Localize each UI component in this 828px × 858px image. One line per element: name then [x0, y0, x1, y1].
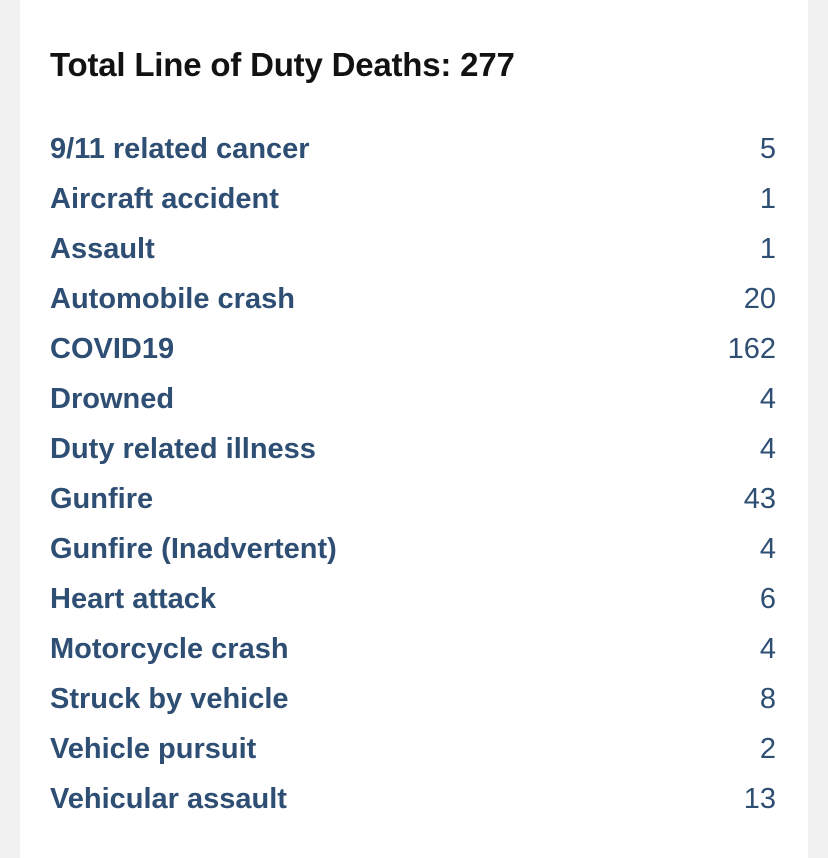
cause-row-duty-related-illness[interactable]: Duty related illness 4 — [50, 424, 776, 474]
cause-row-911-related-cancer[interactable]: 9/11 related cancer 5 — [50, 124, 776, 174]
cause-count: 13 — [743, 782, 776, 815]
cause-row-vehicle-pursuit[interactable]: Vehicle pursuit 2 — [50, 724, 776, 774]
cause-count: 20 — [743, 282, 776, 315]
cause-count: 1 — [759, 182, 776, 215]
cause-row-assault[interactable]: Assault 1 — [50, 224, 776, 274]
cause-count: 162 — [727, 332, 776, 365]
cause-count: 1 — [759, 232, 776, 265]
cause-count: 4 — [759, 382, 776, 415]
cause-row-drowned[interactable]: Drowned 4 — [50, 374, 776, 424]
cause-count: 43 — [743, 482, 776, 515]
cause-label: Gunfire — [50, 482, 154, 515]
cause-row-aircraft-accident[interactable]: Aircraft accident 1 — [50, 174, 776, 224]
cause-row-gunfire-inadvertent[interactable]: Gunfire (Inadvertent) 4 — [50, 524, 776, 574]
cause-label: Vehicle pursuit — [50, 732, 257, 765]
cause-label: Vehicular assault — [50, 782, 287, 815]
cause-count: 4 — [759, 632, 776, 665]
cause-row-automobile-crash[interactable]: Automobile crash 20 — [50, 274, 776, 324]
cause-label: Drowned — [50, 382, 175, 415]
deaths-summary-card: Total Line of Duty Deaths: 277 9/11 rela… — [20, 0, 808, 858]
cause-row-motorcycle-crash[interactable]: Motorcycle crash 4 — [50, 624, 776, 674]
cause-count: 8 — [759, 682, 776, 715]
cause-list: 9/11 related cancer 5 Aircraft accident … — [50, 124, 776, 824]
cause-label: COVID19 — [50, 332, 175, 365]
cause-label: Heart attack — [50, 582, 217, 615]
cause-label: 9/11 related cancer — [50, 132, 310, 165]
cause-row-heart-attack[interactable]: Heart attack 6 — [50, 574, 776, 624]
cause-count: 5 — [759, 132, 776, 165]
cause-label: Struck by vehicle — [50, 682, 289, 715]
cause-row-gunfire[interactable]: Gunfire 43 — [50, 474, 776, 524]
cause-label: Gunfire (Inadvertent) — [50, 532, 337, 565]
cause-count: 2 — [759, 732, 776, 765]
page-title: Total Line of Duty Deaths: 277 — [50, 46, 515, 83]
cause-count: 4 — [759, 532, 776, 565]
cause-label: Aircraft accident — [50, 182, 279, 215]
cause-label: Automobile crash — [50, 282, 295, 315]
cause-count: 6 — [759, 582, 776, 615]
cause-row-vehicular-assault[interactable]: Vehicular assault 13 — [50, 774, 776, 824]
cause-label: Duty related illness — [50, 432, 316, 465]
cause-label: Assault — [50, 232, 155, 265]
cause-row-struck-by-vehicle[interactable]: Struck by vehicle 8 — [50, 674, 776, 724]
cause-label: Motorcycle crash — [50, 632, 289, 665]
cause-row-covid19[interactable]: COVID19 162 — [50, 324, 776, 374]
cause-count: 4 — [759, 432, 776, 465]
